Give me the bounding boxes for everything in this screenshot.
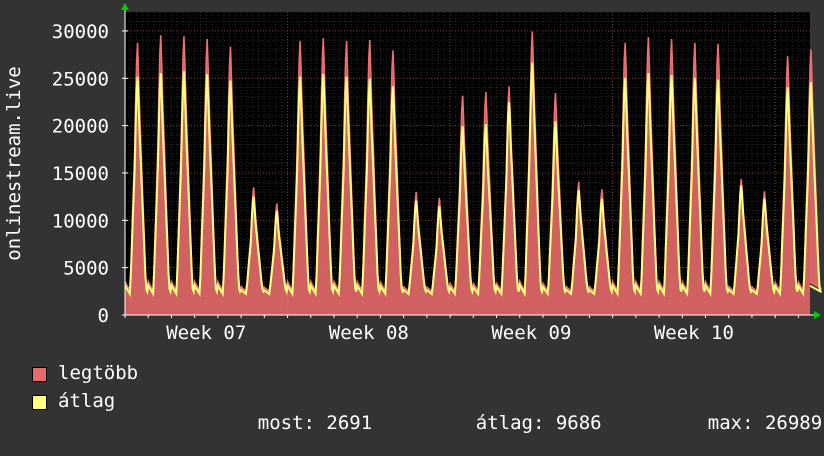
series-max-line [124,31,822,294]
max-legend-swatch [32,367,47,382]
y-axis-arrow [121,3,129,10]
y-tick-label: 10000 [52,210,109,232]
x-tick-label: Week 10 [654,322,734,344]
now-stat-value: 2691 [326,412,373,434]
now-stat-label: most: [257,412,315,434]
max-stat-label: max: [707,412,754,434]
x-axis-arrow [814,311,821,319]
stream-chart: 0 5000 10000 15000 20000 25000 30000 Week 07 Wee… [3,3,823,344]
avg-stat-value: 9686 [555,412,602,434]
avg-stat: átlag: 9686 [430,390,602,456]
max-stat: max: 26989 [662,390,822,456]
series-avg-line [124,62,823,298]
avg-legend-label: átlag [58,390,116,412]
y-tick-label: 0 [98,305,109,327]
graph-panel: 0 5000 10000 15000 20000 25000 30000 Week 07 Wee… [3,3,823,434]
max-legend-label: legtöbb [58,362,139,384]
y-axis-label: onlinestream.live [3,66,25,260]
y-tick-label: 5000 [63,258,109,280]
y-tick-label: 20000 [52,116,109,138]
y-tick-label: 15000 [52,163,109,185]
avg-stat-label: átlag: [475,412,545,434]
max-stat-value: 26989 [764,412,823,434]
now-stat: most: 2691 [212,390,372,456]
y-tick-label: 30000 [52,21,109,43]
x-tick-label: Week 08 [329,322,409,344]
x-tick-label: Week 09 [491,322,571,344]
x-tick-label: Week 07 [166,322,246,344]
y-tick-label: 25000 [52,68,109,90]
avg-legend-swatch [32,395,47,410]
